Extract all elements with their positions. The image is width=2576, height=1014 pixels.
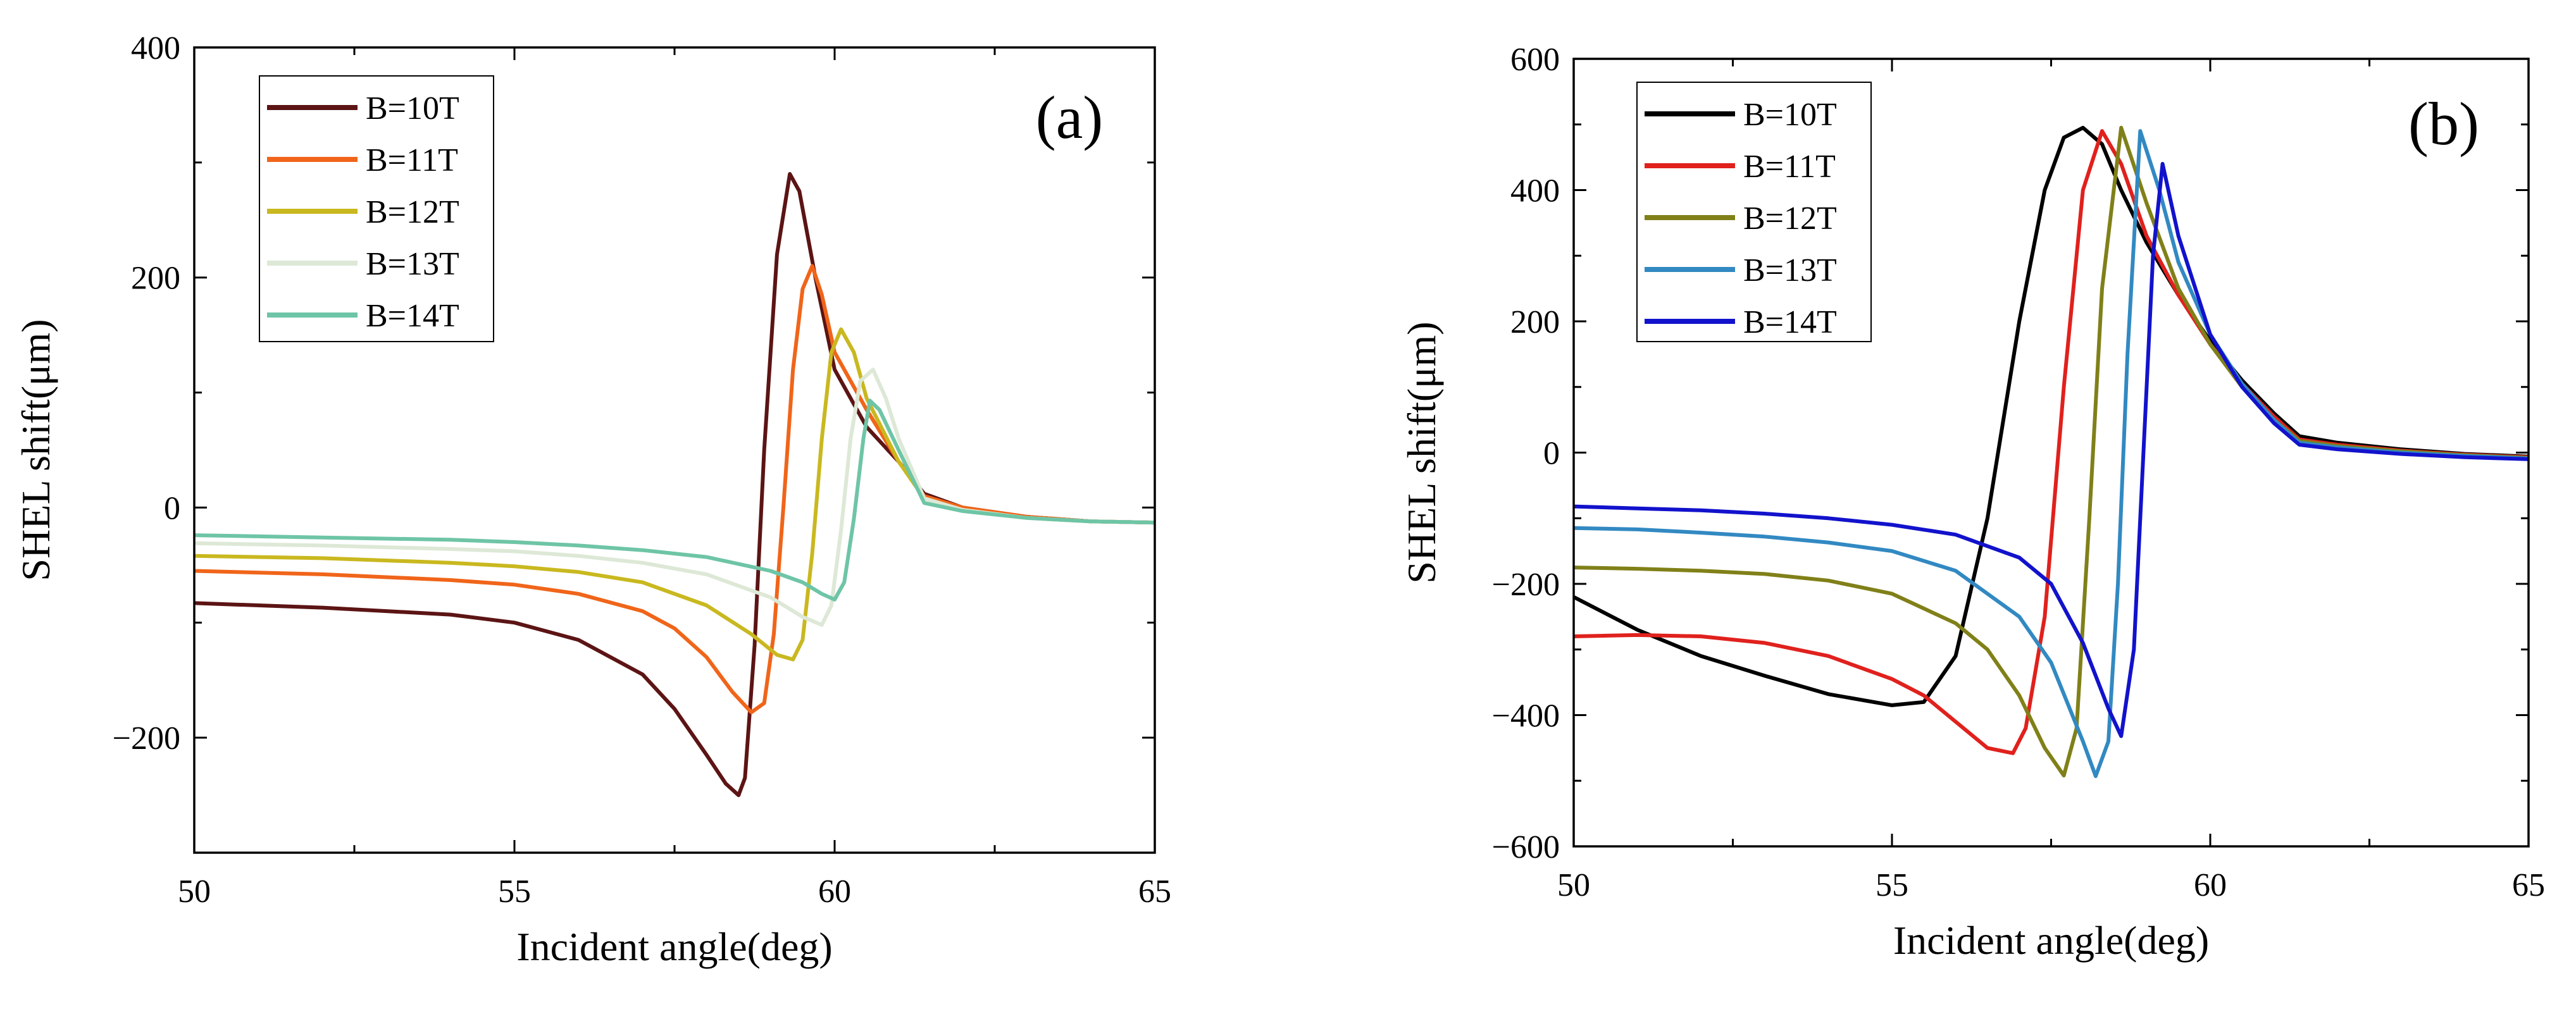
x-tick-label: 65 (1138, 874, 1171, 910)
panel-label: (a) (1036, 83, 1104, 151)
chart-panel-b: 50 55 60 65 −600 −400 −200 0 200 400 600 Incident a… (1399, 42, 2545, 963)
y-tick-label: −200 (113, 720, 180, 757)
legend-entry-label: B=13T (1743, 252, 1837, 288)
series-line-b-13t (194, 368, 1155, 627)
x-tick-label: 55 (1876, 867, 1908, 903)
legend-entry-label: B=10T (1743, 97, 1837, 133)
y-tick-label: −400 (1492, 698, 1560, 734)
y-axis-label: SHEL shift(μm) (1399, 321, 1444, 583)
series-lines (194, 172, 1155, 798)
legend-entry-label: B=11T (366, 142, 458, 178)
legend-entry-label: B=14T (1743, 304, 1837, 340)
series-line-b-14t (1574, 162, 2529, 738)
legend-entry-label: B=13T (366, 246, 459, 282)
legend-entry-label: B=14T (366, 298, 459, 334)
legend-box (1636, 82, 1872, 342)
y-tick-label: 0 (1543, 436, 1560, 472)
legend-entry-label: B=12T (1743, 201, 1837, 237)
legend-entry-label: B=12T (366, 194, 459, 230)
y-tick-label: −600 (1492, 829, 1560, 865)
x-tick-label: 55 (498, 874, 531, 910)
panel-label: (b) (2408, 90, 2479, 158)
chart-panel-a: 50 55 60 65 −200 0 200 400 Incident angle(deg) SH… (13, 30, 1171, 969)
series-line-b-14t (194, 399, 1155, 602)
y-tick-label: 200 (1510, 304, 1560, 340)
x-tick-label: 60 (818, 874, 851, 910)
legend: B=10T B=11T B=12T B=13T B=14T (259, 75, 494, 342)
series-lines (1574, 125, 2529, 778)
y-tick-label: 200 (131, 261, 180, 297)
series-line-b-10t (1574, 125, 2529, 707)
y-tick-label: 600 (1510, 42, 1560, 78)
y-tick-label: 0 (164, 490, 180, 526)
x-axis-label: Incident angle(deg) (516, 924, 832, 969)
x-tick-label: 50 (1557, 867, 1590, 903)
legend-entry-label: B=11T (1743, 149, 1836, 185)
x-axis-label: Incident angle(deg) (1893, 918, 2209, 963)
y-tick-label: 400 (131, 30, 180, 66)
y-tick-label: 400 (1510, 173, 1560, 209)
y-axis-label: SHEL shift(μm) (13, 319, 58, 581)
y-tick-label: −200 (1492, 567, 1560, 603)
x-tick-label: 60 (2194, 867, 2227, 903)
legend: B=10T B=11T B=12T B=13T B=14T (1636, 82, 1872, 342)
x-tick-label: 50 (178, 874, 211, 910)
legend-entry-label: B=10T (366, 90, 459, 127)
x-tick-label: 65 (2512, 867, 2545, 903)
